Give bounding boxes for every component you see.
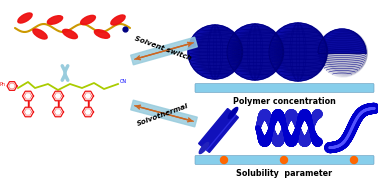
Circle shape	[272, 24, 328, 80]
Ellipse shape	[47, 16, 63, 24]
Ellipse shape	[199, 142, 209, 154]
Text: Solvothermal: Solvothermal	[136, 103, 190, 127]
Circle shape	[230, 25, 284, 79]
Circle shape	[280, 29, 327, 75]
Text: Solvent switch: Solvent switch	[134, 35, 192, 61]
Text: Polymer concentration: Polymer concentration	[232, 97, 335, 106]
Circle shape	[197, 29, 242, 75]
Circle shape	[227, 24, 283, 80]
Circle shape	[274, 25, 328, 79]
Circle shape	[188, 25, 242, 79]
Ellipse shape	[63, 29, 77, 39]
Circle shape	[324, 31, 367, 75]
Ellipse shape	[33, 29, 47, 39]
Polygon shape	[131, 37, 197, 65]
Circle shape	[191, 26, 243, 78]
Ellipse shape	[111, 15, 125, 25]
Circle shape	[236, 29, 283, 75]
Polygon shape	[131, 100, 197, 127]
Circle shape	[195, 28, 242, 76]
Circle shape	[270, 23, 328, 81]
Ellipse shape	[228, 107, 238, 118]
Circle shape	[199, 30, 242, 74]
Text: Ph: Ph	[0, 82, 6, 87]
Circle shape	[319, 29, 367, 77]
Circle shape	[326, 33, 367, 73]
Ellipse shape	[94, 30, 110, 38]
Circle shape	[322, 30, 367, 76]
Polygon shape	[198, 109, 239, 153]
Circle shape	[350, 157, 358, 164]
Text: CN: CN	[120, 79, 127, 84]
Circle shape	[276, 26, 327, 77]
Circle shape	[238, 30, 283, 74]
Text: Solubility  parameter: Solubility parameter	[236, 169, 332, 178]
Circle shape	[234, 27, 284, 77]
Wedge shape	[318, 29, 366, 53]
Ellipse shape	[18, 13, 32, 23]
Circle shape	[269, 23, 327, 81]
Circle shape	[280, 157, 288, 164]
Circle shape	[193, 27, 243, 77]
Circle shape	[189, 25, 243, 79]
Circle shape	[228, 24, 284, 80]
Circle shape	[232, 26, 284, 78]
FancyBboxPatch shape	[195, 155, 374, 164]
Ellipse shape	[81, 15, 95, 25]
FancyBboxPatch shape	[195, 84, 374, 93]
Circle shape	[279, 28, 327, 76]
Circle shape	[220, 157, 228, 164]
